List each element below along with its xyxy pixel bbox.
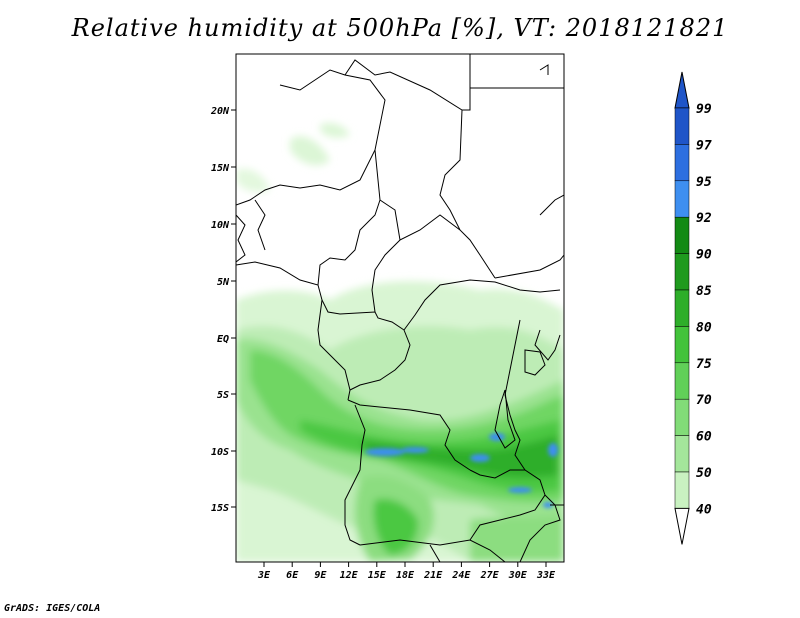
colorbar-label: 97 [696,138,712,153]
lon-label: 27E [480,570,500,581]
lon-label: 9E [314,570,327,581]
lon-label: 12E [340,570,359,581]
lat-label: EQ [217,334,229,345]
credit-text: GrADS: IGES/COLA [4,603,101,614]
colorbar-segment [674,471,690,509]
colorbar-label: 40 [696,502,712,517]
colorbar-top-arrow [674,71,690,109]
colorbar-label: 75 [696,357,712,372]
map-frame [235,53,565,563]
lat-label: 5N [217,277,230,288]
humidity-field [236,123,564,562]
lon-label: 30E [508,570,528,581]
lat-label: 15N [211,163,230,174]
lon-axis: 3E 6E 9E 12E 15E 18E 21E 24E 27E 30E 33E [257,562,556,581]
colorbar-label: 90 [696,248,712,263]
colorbar-label: 85 [696,284,712,299]
colorbar-segment [674,253,690,291]
colorbar-bottom-arrow [674,507,690,545]
colorbar-label: 60 [696,430,712,445]
colorbar-segment [674,326,690,364]
colorbar-segment [674,216,690,254]
lat-label: 20N [210,106,230,117]
lon-label: 15E [368,570,387,581]
lat-axis: 20N 15N 10N 5N EQ 5S 10S 15S [210,106,236,514]
map-title: Relative humidity at 500hPa [%], VT: 201… [71,14,729,42]
colorbar-segment [674,398,690,436]
lat-label: 10N [211,220,230,231]
colorbar-segment [674,144,690,182]
country-boundaries [236,54,564,562]
lon-label: 18E [396,570,415,581]
colorbar-label: 50 [696,466,712,481]
lon-label: 6E [286,570,299,581]
colorbar-label: 70 [696,393,712,408]
lon-label: 21E [423,570,443,581]
colorbar-segment [674,180,690,218]
lon-label: 33E [536,570,556,581]
lat-label: 15S [211,503,229,514]
lon-label: 3E [257,570,271,581]
colorbar-label: 80 [696,320,712,335]
colorbar-label: 95 [696,175,712,190]
colorbar-label: 92 [696,211,712,226]
colorbar: 99 97 95 92 90 85 80 75 70 60 50 40 [674,71,712,545]
colorbar-segment [674,107,690,145]
lon-label: 24E [451,570,471,581]
lat-label: 5S [217,390,229,401]
colorbar-segment [674,435,690,473]
colorbar-segment [674,289,690,327]
colorbar-label: 99 [696,102,712,117]
colorbar-segment [674,362,690,400]
lat-label: 10S [211,447,229,458]
